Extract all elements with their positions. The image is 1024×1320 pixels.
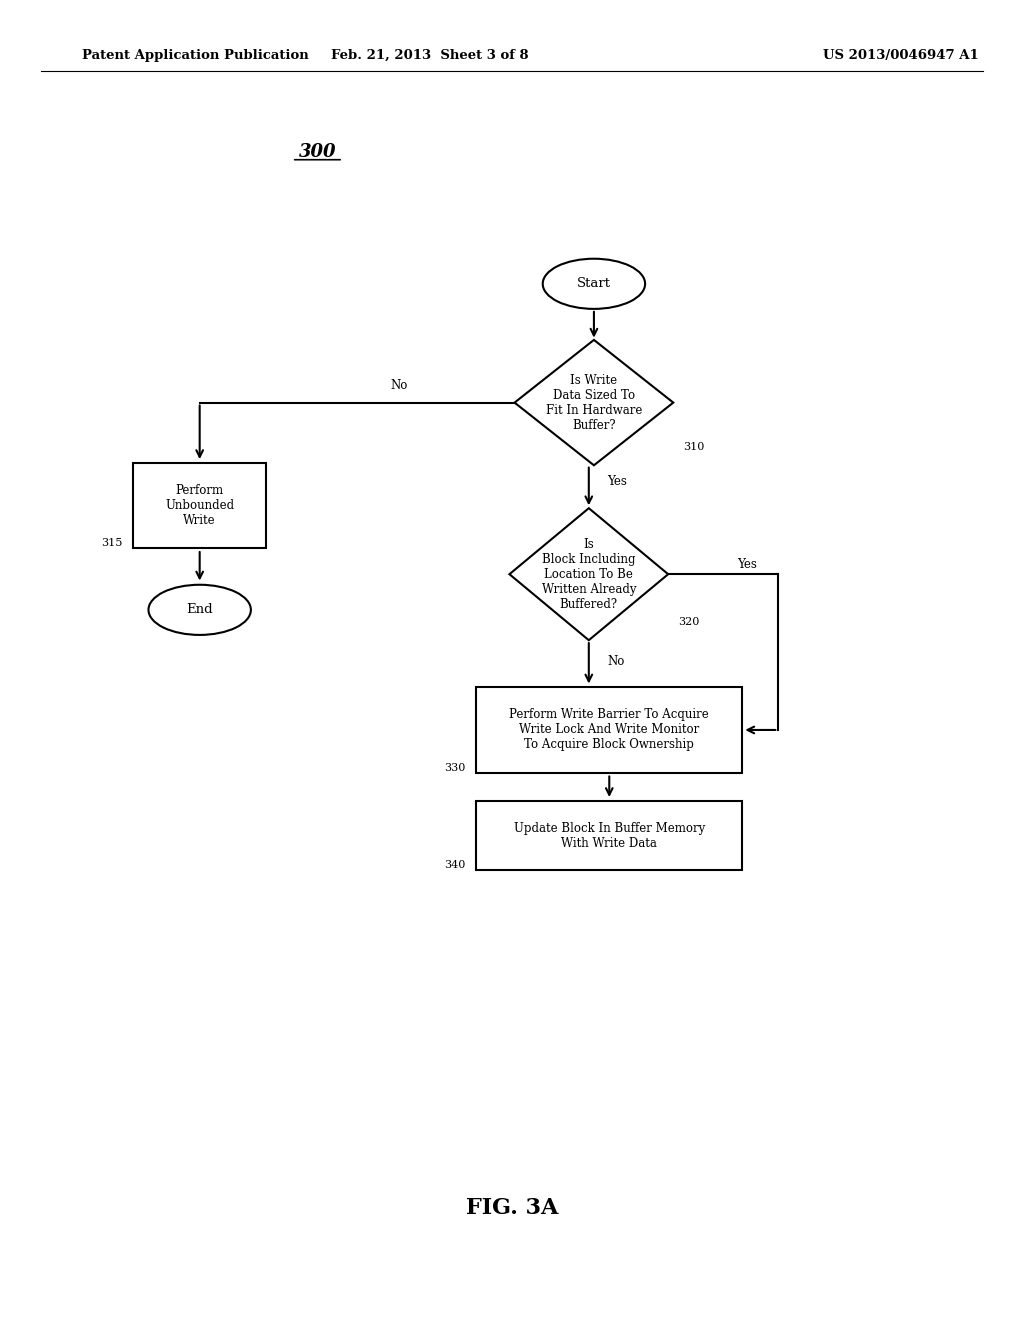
Text: 300: 300 xyxy=(299,143,336,161)
Text: 320: 320 xyxy=(678,616,699,627)
Text: Perform
Unbounded
Write: Perform Unbounded Write xyxy=(165,484,234,527)
Text: Patent Application Publication: Patent Application Publication xyxy=(82,49,308,62)
Text: US 2013/0046947 A1: US 2013/0046947 A1 xyxy=(823,49,979,62)
Text: 330: 330 xyxy=(444,763,466,774)
Text: Start: Start xyxy=(577,277,611,290)
Text: No: No xyxy=(391,379,408,392)
Text: Perform Write Barrier To Acquire
Write Lock And Write Monitor
To Acquire Block O: Perform Write Barrier To Acquire Write L… xyxy=(509,709,710,751)
Text: Yes: Yes xyxy=(737,558,757,572)
Text: Is
Block Including
Location To Be
Written Already
Buffered?: Is Block Including Location To Be Writte… xyxy=(542,537,636,611)
Text: FIG. 3A: FIG. 3A xyxy=(466,1197,558,1218)
Text: 315: 315 xyxy=(101,539,123,549)
Text: Feb. 21, 2013  Sheet 3 of 8: Feb. 21, 2013 Sheet 3 of 8 xyxy=(332,49,528,62)
Text: Update Block In Buffer Memory
With Write Data: Update Block In Buffer Memory With Write… xyxy=(514,821,705,850)
Text: No: No xyxy=(607,655,625,668)
Text: Is Write
Data Sized To
Fit In Hardware
Buffer?: Is Write Data Sized To Fit In Hardware B… xyxy=(546,374,642,432)
Text: 340: 340 xyxy=(444,859,466,870)
Text: End: End xyxy=(186,603,213,616)
Text: Yes: Yes xyxy=(607,475,627,488)
Text: 310: 310 xyxy=(684,442,705,451)
